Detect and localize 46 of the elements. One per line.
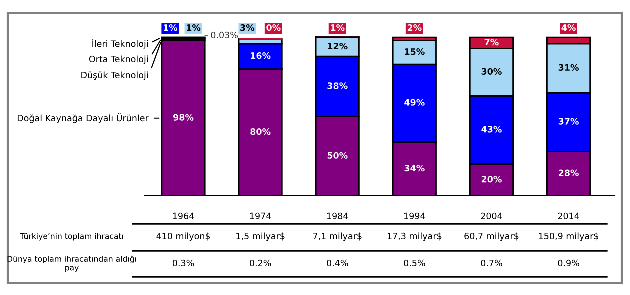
data-label: 2% <box>408 24 422 32</box>
data-label: 49% <box>404 99 425 106</box>
data-label: 28% <box>558 170 579 176</box>
legend-label: Doğal Kaynağa Dayalı Ürünler <box>18 113 149 124</box>
legend-label: İleri Teknoloji <box>92 39 148 49</box>
data-label: 1% <box>187 24 201 32</box>
x-tick-label: 1994 <box>404 212 426 220</box>
text: 60,7 milyar$ <box>464 232 519 242</box>
data-label: 0% <box>266 24 281 32</box>
data-label: 30% <box>482 68 502 75</box>
data-label: 16% <box>251 52 271 60</box>
data-label: 37% <box>558 118 579 125</box>
data-label: 50% <box>328 152 348 159</box>
data-label: 38% <box>328 82 348 90</box>
text: 0.7% <box>481 260 502 267</box>
data-label: 1% <box>331 24 345 32</box>
text: Orta Teknoloji <box>89 56 148 64</box>
text: 150,9 milyar$ <box>539 232 599 242</box>
text: 0.2% <box>250 260 272 267</box>
data-label: 4% <box>562 24 576 32</box>
text: 0.5% <box>404 260 426 267</box>
x-tick-label: 1974 <box>250 212 272 220</box>
text: 0.4% <box>327 260 348 267</box>
text: 7,1 milyar$ <box>313 232 362 242</box>
data-label: 1% <box>164 24 178 32</box>
data-label: 0.03% <box>211 32 238 39</box>
text: Düşük Teknoloji <box>82 72 148 80</box>
text: 0.3% <box>172 260 194 267</box>
data-label: 80% <box>250 128 271 136</box>
text: 1,5 milyar$ <box>236 232 285 242</box>
text: 0.9% <box>558 260 580 267</box>
data-label: 3% <box>240 24 255 32</box>
x-tick-label: 2004 <box>481 212 502 220</box>
data-label: 31% <box>558 64 579 72</box>
data-label: 43% <box>482 126 502 133</box>
data-label: 15% <box>405 48 425 56</box>
data-label: 98% <box>174 114 194 121</box>
text: 410 milyon$ <box>156 232 210 242</box>
data-label: 7% <box>484 39 499 46</box>
data-label: 20% <box>482 176 502 183</box>
x-tick-label: 1964 <box>173 212 194 220</box>
data-label: 34% <box>404 164 425 172</box>
x-tick-label: 2014 <box>558 212 580 220</box>
x-tick-label: 1984 <box>327 212 348 220</box>
data-label: 12% <box>328 43 348 50</box>
text: 17,3 milyar$ <box>388 232 442 242</box>
